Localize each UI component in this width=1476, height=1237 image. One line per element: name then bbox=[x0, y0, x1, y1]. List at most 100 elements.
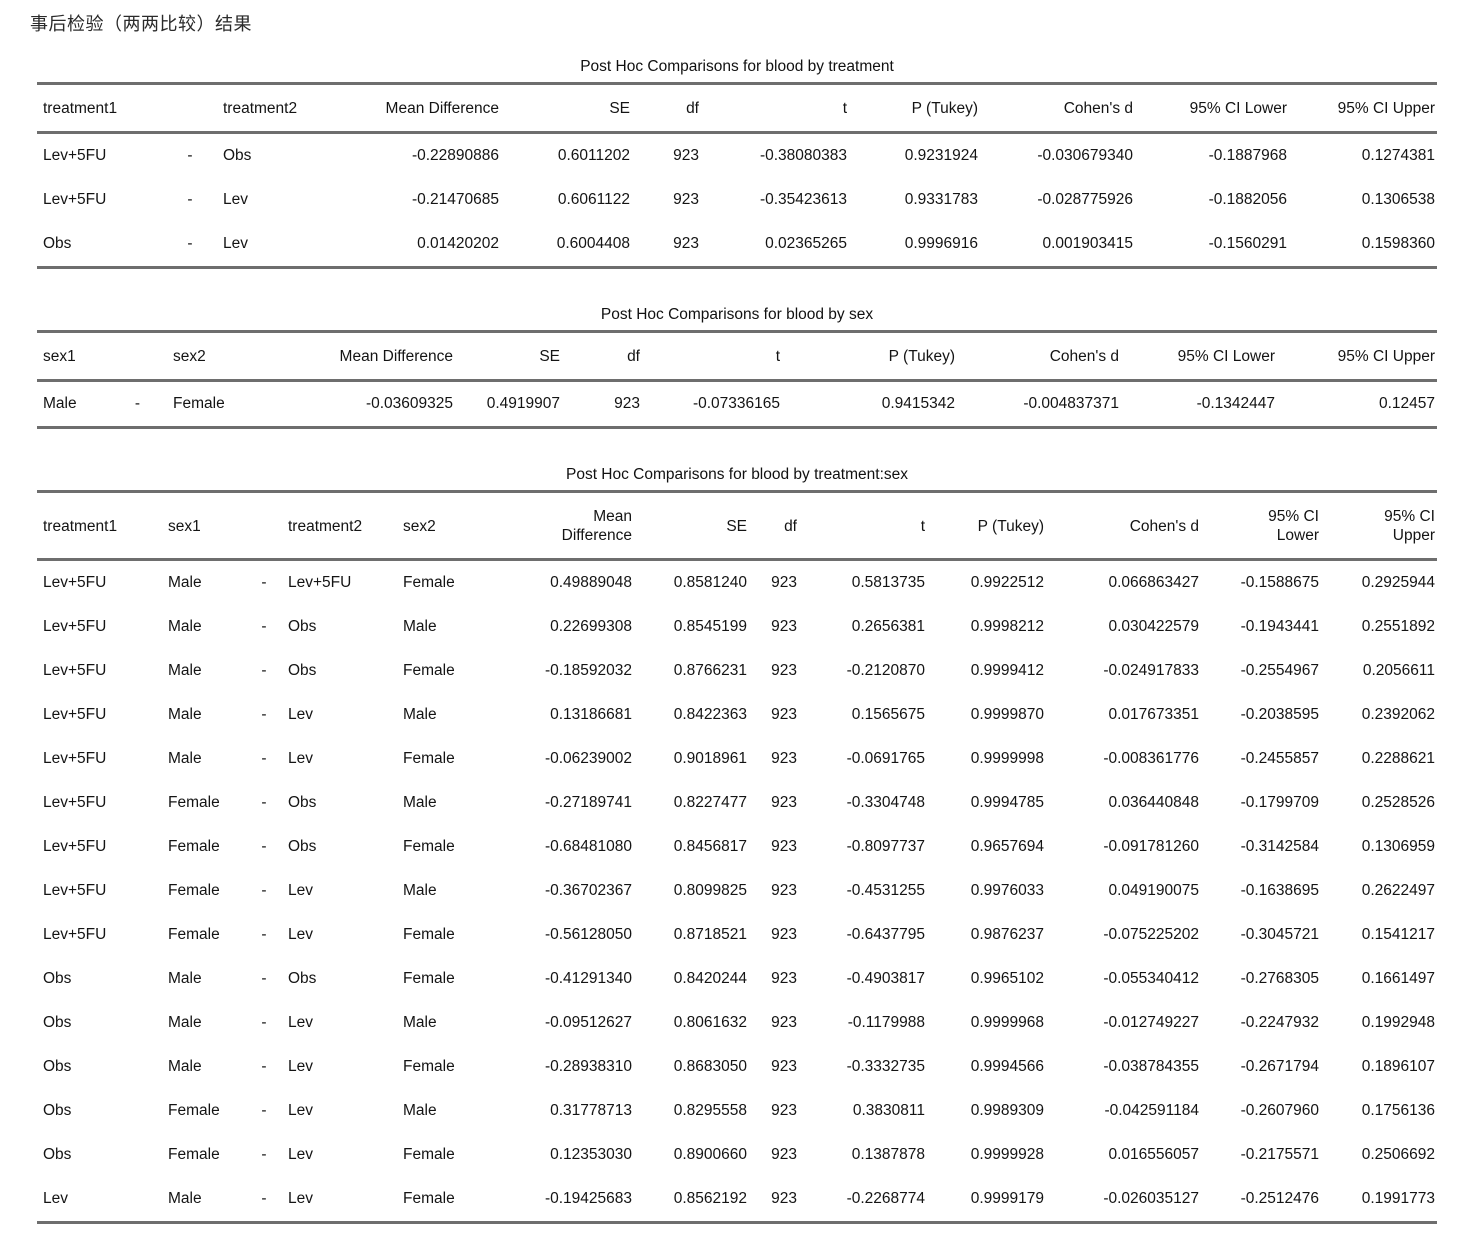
table-cell: 0.9999968 bbox=[970, 1014, 1044, 1031]
column-header: t bbox=[643, 331, 783, 382]
column-header: sex2 bbox=[170, 331, 245, 382]
page-title: 事后检验（两两比较）结果 bbox=[30, 14, 252, 34]
table-cell: -0.2175571 bbox=[1240, 1146, 1319, 1163]
column-header: df bbox=[633, 83, 702, 134]
table-cell: -0.091781260 bbox=[1103, 838, 1199, 855]
table-cell: Male bbox=[403, 1014, 437, 1031]
table-cell: -0.2247932 bbox=[1240, 1014, 1319, 1031]
table-cell: Lev bbox=[288, 926, 313, 943]
posthoc-table-treatment-sex: treatment1 sex1 treatment2 sex2 Mean Differe… bbox=[37, 490, 1437, 1224]
table-cell: -0.2512476 bbox=[1240, 1190, 1319, 1207]
table-cell: 923 bbox=[771, 926, 797, 943]
table-cell: Lev+5FU bbox=[43, 706, 107, 723]
table-cell: 0.8420244 bbox=[673, 970, 747, 987]
column-header: 95% CI Upper bbox=[1322, 491, 1437, 561]
table-cell: 0.8900660 bbox=[673, 1146, 747, 1163]
column-header: SE bbox=[502, 83, 633, 134]
column-header: treatment1 bbox=[37, 83, 160, 134]
table-cell: 0.8061632 bbox=[673, 1014, 747, 1031]
table-row: Lev+5FU Male - Lev Male 0.13186681 0.8422363 92… bbox=[37, 693, 1437, 737]
table-cell: 0.12353030 bbox=[550, 1146, 632, 1163]
table-cell: -0.3304748 bbox=[846, 794, 925, 811]
table-row: Lev+5FU Female - Obs Male -0.27189741 0.822747… bbox=[37, 781, 1437, 825]
column-header: P (Tukey) bbox=[850, 83, 981, 134]
table-cell: -0.1882056 bbox=[1208, 191, 1287, 208]
table-cell: 923 bbox=[771, 794, 797, 811]
table-cell: Lev+5FU bbox=[43, 574, 107, 591]
table-row: Obs Male - Lev Female -0.28938310 0.8683050 923… bbox=[37, 1045, 1437, 1089]
table-cell: 923 bbox=[673, 147, 699, 164]
posthoc-results-section: Post Hoc Comparisons for blood by treatm… bbox=[37, 58, 1437, 1224]
table-cell: Lev+5FU bbox=[43, 794, 107, 811]
table-row: Lev+5FU - Lev -0.21470685 0.6061122 923 -0.354… bbox=[37, 178, 1437, 222]
table-cell: 923 bbox=[771, 1146, 797, 1163]
table-cell: 923 bbox=[771, 1058, 797, 1075]
table-cell: Lev bbox=[288, 1014, 313, 1031]
column-header: sex1 bbox=[165, 491, 243, 561]
table-cell: 0.016556057 bbox=[1108, 1146, 1199, 1163]
column-header: treatment2 bbox=[285, 491, 400, 561]
comparison-dash: - bbox=[261, 1190, 267, 1207]
table-cell: 0.1896107 bbox=[1361, 1058, 1435, 1075]
table-cell: -0.3332735 bbox=[846, 1058, 925, 1075]
table-cell: -0.06239002 bbox=[544, 750, 632, 767]
table-cell: -0.6437795 bbox=[846, 926, 925, 943]
table-cell: -0.038784355 bbox=[1103, 1058, 1199, 1075]
table-cell: 0.8422363 bbox=[673, 706, 747, 723]
table-caption-sex: Post Hoc Comparisons for blood by sex bbox=[600, 306, 874, 323]
comparison-dash: - bbox=[261, 1102, 267, 1119]
table-body: Lev+5FU - Obs -0.22890886 0.6011202 923 -0.380… bbox=[37, 133, 1437, 268]
table-cell: 923 bbox=[771, 838, 797, 855]
table-cell: Lev+5FU bbox=[43, 838, 107, 855]
table-cell: -0.004837371 bbox=[1023, 395, 1119, 412]
column-header: Mean Difference bbox=[480, 491, 635, 561]
table-cell: 0.6011202 bbox=[557, 147, 630, 164]
table-cell: Male bbox=[168, 706, 202, 723]
table-cell: Lev bbox=[288, 1058, 313, 1075]
table-cell: 0.9876237 bbox=[970, 926, 1044, 943]
table-cell: Lev+5FU bbox=[43, 147, 107, 164]
table-row: Lev+5FU Male - Obs Female -0.18592032 0.876623… bbox=[37, 649, 1437, 693]
table-cell: 0.9999928 bbox=[970, 1146, 1044, 1163]
comparison-dash: - bbox=[187, 147, 193, 164]
table-cell: -0.008361776 bbox=[1103, 750, 1199, 767]
column-header: df bbox=[563, 331, 643, 382]
table-cell: -0.028775926 bbox=[1037, 191, 1133, 208]
table-cell: Male bbox=[168, 662, 202, 679]
table-cell: -0.042591184 bbox=[1104, 1102, 1199, 1119]
table-cell: 0.01420202 bbox=[417, 235, 499, 252]
table-cell: 0.4919907 bbox=[486, 395, 560, 412]
table-cell: -0.07336165 bbox=[692, 395, 780, 412]
table-header: treatment1 treatment2 Mean Difference SE df t… bbox=[37, 83, 1437, 134]
table-cell: 0.9922512 bbox=[970, 574, 1044, 591]
table-cell: 0.9976033 bbox=[970, 882, 1044, 899]
table-body: Male - Female -0.03609325 0.4919907 923 -0.073… bbox=[37, 381, 1437, 428]
comparison-dash: - bbox=[187, 191, 193, 208]
table-cell: 0.1992948 bbox=[1361, 1014, 1435, 1031]
column-header: 95% CI Upper bbox=[1290, 83, 1437, 134]
column-header: treatment1 bbox=[37, 491, 165, 561]
table-cell: Lev bbox=[223, 191, 248, 208]
table-cell: Lev bbox=[288, 706, 313, 723]
column-header-spacer bbox=[105, 331, 170, 382]
column-header: t bbox=[800, 491, 928, 561]
table-cell: 923 bbox=[771, 1102, 797, 1119]
table-cell: Lev+5FU bbox=[43, 926, 107, 943]
table-cell: Female bbox=[168, 794, 220, 811]
table-cell: Lev bbox=[43, 1190, 68, 1207]
table-cell: 0.02365265 bbox=[765, 235, 847, 252]
comparison-dash: - bbox=[261, 1146, 267, 1163]
table-cell: -0.2768305 bbox=[1240, 970, 1319, 987]
header-row: sex1 sex2 Mean Difference SE df t P (Tukey) Coh… bbox=[37, 331, 1437, 382]
table-cell: 0.8227477 bbox=[673, 794, 747, 811]
table-cell: Female bbox=[403, 574, 455, 591]
column-header: Mean Difference bbox=[245, 331, 456, 382]
table-cell: -0.1179988 bbox=[847, 1014, 925, 1031]
table-cell: 0.1274381 bbox=[1361, 147, 1435, 164]
table-cell: 0.9415342 bbox=[881, 395, 955, 412]
comparison-dash: - bbox=[261, 706, 267, 723]
table-header: sex1 sex2 Mean Difference SE df t P (Tukey) Coh… bbox=[37, 331, 1437, 382]
table-cell: Obs bbox=[288, 794, 317, 811]
table-cell: 923 bbox=[771, 706, 797, 723]
